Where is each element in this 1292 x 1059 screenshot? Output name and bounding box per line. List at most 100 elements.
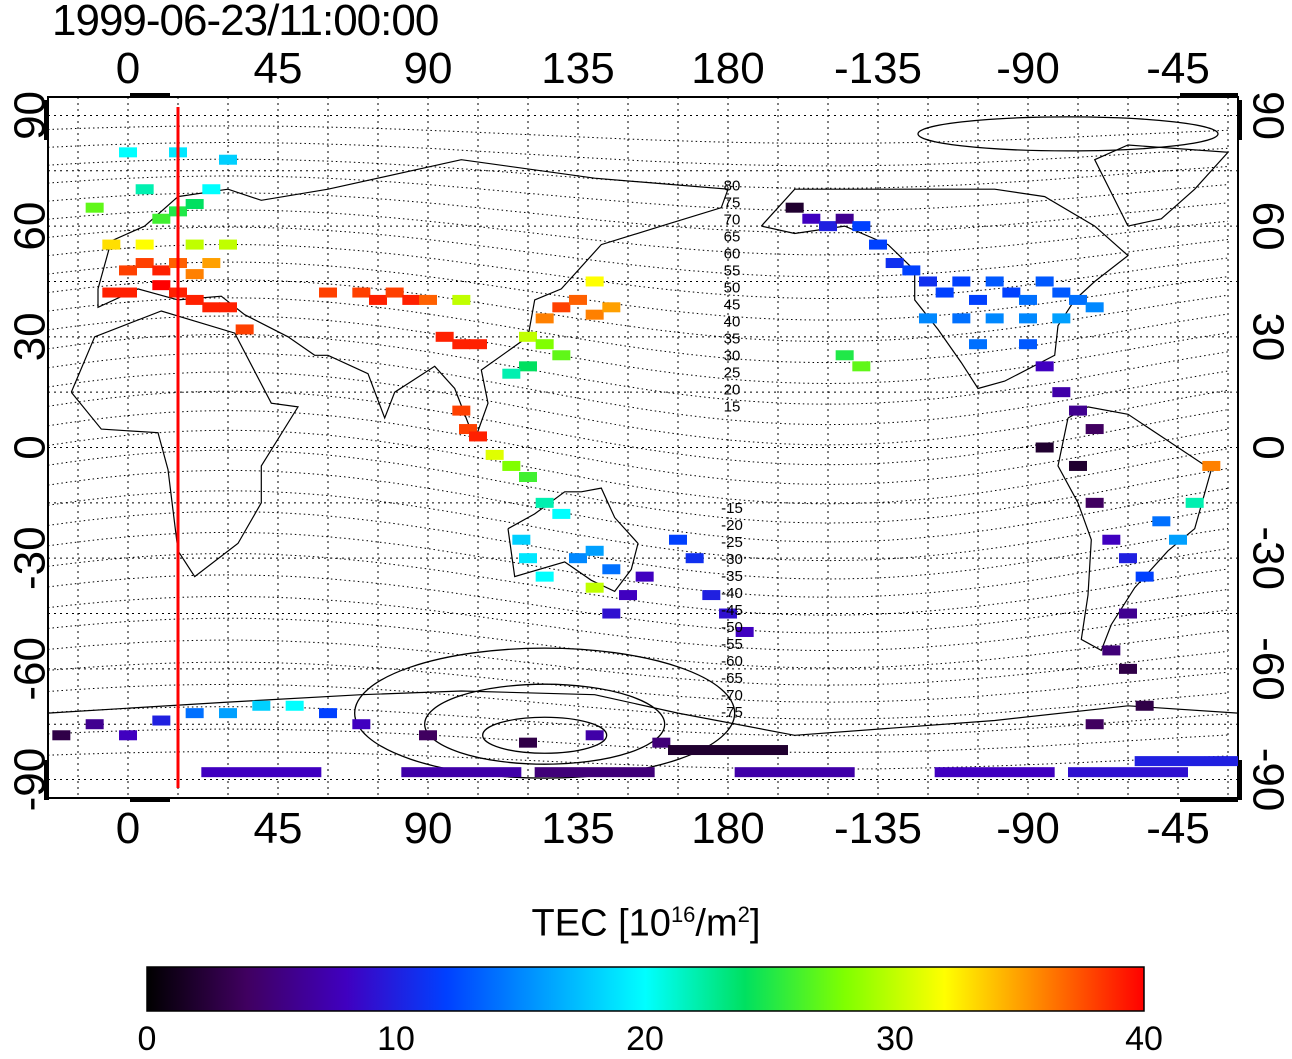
tec-cell (569, 295, 587, 305)
tec-cell (1036, 276, 1054, 286)
tec-cell (1169, 535, 1187, 545)
tec-cell (652, 738, 670, 748)
tec-cell (836, 214, 854, 224)
tec-cell (102, 288, 120, 298)
tec-cell (219, 240, 237, 250)
tec-cell (836, 350, 854, 360)
tec-cell (535, 767, 655, 777)
tec-cell (352, 288, 370, 298)
tec-cell (786, 203, 804, 213)
tec-cell (552, 302, 570, 312)
tec-cell (252, 701, 270, 711)
tec-cell (452, 406, 470, 416)
tec-cell (86, 719, 104, 729)
latitude-tick-label: 0 (6, 435, 55, 459)
tec-cell (619, 590, 637, 600)
colorbar-tick: 10 (377, 1020, 415, 1059)
contour-label: 20 (724, 381, 741, 398)
tec-cell (219, 302, 237, 312)
tec-cell (1186, 498, 1204, 508)
tec-cell (1019, 339, 1037, 349)
tec-cell (436, 332, 454, 342)
tec-cell (1152, 516, 1170, 526)
longitude-tick-label: -45 (1146, 804, 1210, 853)
tec-cell (869, 240, 887, 250)
tec-cell (502, 369, 520, 379)
tec-cell (735, 767, 855, 777)
tec-cell (419, 295, 437, 305)
latitude-tick-label: -90 (6, 748, 55, 812)
tec-cell (402, 295, 420, 305)
tec-cell (319, 708, 337, 718)
contour-label: 45 (724, 297, 741, 314)
tec-cell (536, 339, 554, 349)
contour-label: 35 (724, 330, 741, 347)
tec-cell (1202, 461, 1220, 471)
latitude-tick-label: 90 (6, 91, 55, 140)
tec-cell (969, 295, 987, 305)
tec-cell (452, 295, 470, 305)
latitude-tick-label: -30 (6, 526, 55, 590)
tec-cell (1086, 302, 1104, 312)
tec-cell (136, 240, 154, 250)
latitude-tick-label: 90 (1244, 91, 1292, 140)
colorbar-tick: 0 (138, 1020, 157, 1059)
contour-label: 75 (724, 195, 741, 212)
tec-cell (519, 361, 537, 371)
tec-cell (219, 155, 237, 165)
contour-label: -35 (721, 568, 743, 585)
tec-cell (819, 221, 837, 231)
tec-cell (1052, 313, 1070, 323)
tec-cell (1135, 756, 1255, 766)
tec-cell (352, 719, 370, 729)
tec-cell (1086, 498, 1104, 508)
tec-cell (136, 258, 154, 268)
tec-cell (469, 431, 487, 441)
tec-cell (669, 535, 687, 545)
tec-cell (952, 276, 970, 286)
colorbar-title-prefix: TEC [10 (532, 903, 671, 945)
latitude-tick-label: -90 (1244, 748, 1292, 812)
contour-label: 65 (724, 229, 741, 246)
tec-cell (1036, 443, 1054, 453)
tec-cell (519, 472, 537, 482)
tec-cell (512, 535, 530, 545)
tec-cell (1068, 767, 1188, 777)
tec-cell (1036, 361, 1054, 371)
tec-cell (152, 280, 170, 290)
colorbar-title-exp1: 16 (671, 902, 695, 927)
latitude-tick-label: 0 (1244, 435, 1292, 459)
latitude-tick-label: 30 (6, 312, 55, 361)
colorbar-title-exp2: 2 (738, 902, 750, 927)
tec-cell (201, 767, 321, 777)
tec-cell (602, 609, 620, 619)
tec-cell (1019, 295, 1037, 305)
contour-label: -45 (721, 602, 743, 619)
tec-cell (1119, 664, 1137, 674)
tec-cell (1086, 719, 1104, 729)
tec-cell (536, 572, 554, 582)
tec-cell (236, 324, 254, 334)
longitude-tick-label: 135 (541, 804, 614, 853)
tec-cell (52, 730, 70, 740)
longitude-tick-label: 135 (541, 44, 614, 93)
tec-cell (552, 509, 570, 519)
contour-label: -25 (721, 534, 743, 551)
tec-cell (1069, 461, 1087, 471)
tec-cell (1136, 572, 1154, 582)
tec-cell (1102, 645, 1120, 655)
tec-cell (186, 269, 204, 279)
colorbar-tick: 40 (1125, 1020, 1163, 1059)
contour-label: -60 (721, 653, 743, 670)
tec-cell (1069, 406, 1087, 416)
colorbar-title: TEC [1016/m2] (0, 902, 1292, 946)
tec-cell (536, 313, 554, 323)
tec-cell (686, 553, 704, 563)
latitude-tick-label: 60 (1244, 202, 1292, 251)
tec-cell (936, 288, 954, 298)
longitude-tick-label: 45 (254, 44, 303, 93)
tec-cell (1102, 535, 1120, 545)
tec-cell (369, 295, 387, 305)
tec-cell (552, 350, 570, 360)
